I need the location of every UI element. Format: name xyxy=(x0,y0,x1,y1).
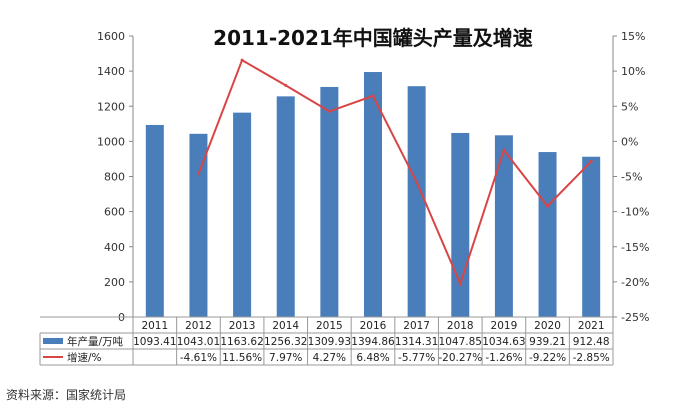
table-value-growth: 11.56% xyxy=(222,352,262,364)
x-tick-label: 2015 xyxy=(316,320,343,332)
x-tick-label: 2017 xyxy=(403,320,430,332)
bar xyxy=(494,135,513,317)
right-tick-label: 10% xyxy=(621,65,645,78)
x-tick-label: 2020 xyxy=(534,320,561,332)
bar xyxy=(276,96,295,318)
table-value-production: 1034.63 xyxy=(482,336,525,348)
source-note: 资料来源：国家统计局 xyxy=(6,388,127,402)
line-point xyxy=(458,282,462,286)
right-tick-label: -10% xyxy=(621,206,649,219)
table-value-production: 1394.86 xyxy=(351,336,395,348)
table-value-production: 1093.41 xyxy=(133,336,176,348)
line-point xyxy=(502,148,506,152)
table-value-production: 1047.85 xyxy=(439,336,482,348)
bar xyxy=(320,86,339,317)
table-value-production: 1043.01 xyxy=(177,336,220,348)
left-tick-label: 200 xyxy=(104,276,125,289)
right-tick-label: -5% xyxy=(621,171,642,184)
chart-title: 2011-2021年中国罐头产量及增速 xyxy=(213,26,533,50)
right-tick-label: -20% xyxy=(621,276,649,289)
line-point xyxy=(284,83,288,87)
left-tick-label: 1000 xyxy=(97,135,125,148)
x-tick-label: 2011 xyxy=(141,320,168,332)
bar xyxy=(233,112,252,317)
right-tick-label: 5% xyxy=(621,100,638,113)
bar xyxy=(364,72,382,317)
x-tick-label: 2013 xyxy=(229,320,256,332)
table-value-growth: -1.26% xyxy=(485,352,522,364)
legend-bar-key xyxy=(43,338,63,344)
right-tick-label: -15% xyxy=(621,241,649,254)
line-point xyxy=(415,180,419,184)
bar xyxy=(538,152,557,317)
left-tick-label: 800 xyxy=(104,171,125,184)
table-value-growth: -9.22% xyxy=(529,352,566,364)
x-tick-label: 2014 xyxy=(272,320,299,332)
table-value-production: 1309.93 xyxy=(308,336,351,348)
table-value-growth: -20.27% xyxy=(438,352,482,364)
bar xyxy=(407,86,426,317)
table-value-production: 912.48 xyxy=(573,336,610,348)
x-tick-label: 2016 xyxy=(360,320,387,332)
right-tick-label: -25% xyxy=(621,311,649,324)
right-tick-label: 0% xyxy=(621,135,638,148)
table-value-production: 939.21 xyxy=(529,336,566,348)
x-tick-label: 2012 xyxy=(185,320,212,332)
left-tick-label: 1600 xyxy=(97,30,125,43)
bar xyxy=(451,132,470,317)
table-value-growth: 7.97% xyxy=(269,352,302,364)
left-tick-label: 1400 xyxy=(97,65,125,78)
table-value-production: 1256.32 xyxy=(264,336,307,348)
left-tick-label: 400 xyxy=(104,241,125,254)
bar xyxy=(582,156,601,317)
table-value-production: 1314.31 xyxy=(395,336,438,348)
legend-bar-label: 年产量/万吨 xyxy=(67,335,124,348)
x-tick-label: 2021 xyxy=(578,320,605,332)
left-tick-label: 600 xyxy=(104,206,125,219)
legend-line-label: 增速/% xyxy=(67,351,102,364)
line-point xyxy=(546,204,550,208)
bar xyxy=(189,133,208,317)
table-value-production: 1163.62 xyxy=(220,336,263,348)
table-value-growth: -5.77% xyxy=(398,352,435,364)
bar xyxy=(145,124,164,317)
table-value-growth: 6.48% xyxy=(356,352,389,364)
table-value-growth: -4.61% xyxy=(180,352,217,364)
line-point xyxy=(240,58,244,62)
line-point xyxy=(589,159,593,163)
growth-line xyxy=(197,58,592,287)
right-tick-label: 15% xyxy=(621,30,645,43)
line-point xyxy=(327,109,331,113)
table-value-growth: 4.27% xyxy=(313,352,346,364)
x-tick-label: 2018 xyxy=(447,320,474,332)
x-tick-label: 2019 xyxy=(491,320,518,332)
table-value-growth: -2.85% xyxy=(573,352,610,364)
line-point xyxy=(371,94,375,98)
left-tick-label: 1200 xyxy=(97,100,125,113)
line-point xyxy=(196,172,200,176)
